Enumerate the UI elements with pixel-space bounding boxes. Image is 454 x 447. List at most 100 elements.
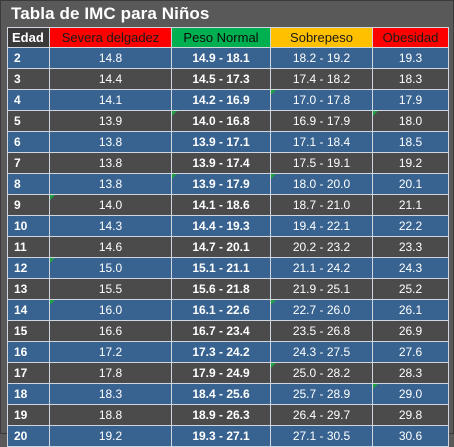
comment-marker-icon [172, 174, 177, 179]
obesity-cell: 21.1 [372, 194, 449, 216]
age-cell: 11 [7, 236, 50, 258]
table-row: 2 14.8 14.9 - 18.1 18.2 - 19.2 19.3 [7, 47, 449, 69]
severe-thinness-cell: 13.9 [49, 110, 172, 132]
normal-weight-cell: 14.7 - 20.1 [171, 236, 271, 258]
age-cell: 9 [7, 194, 50, 216]
normal-weight-cell: 14.9 - 18.1 [171, 47, 271, 69]
age-cell: 19 [7, 404, 50, 426]
overweight-cell: 26.4 - 29.7 [270, 404, 373, 426]
table-row: 11 14.6 14.7 - 20.1 20.2 - 23.2 23.3 [7, 236, 449, 258]
normal-weight-cell: 18.4 - 25.6 [171, 383, 271, 405]
severe-thinness-cell: 14.3 [49, 215, 172, 237]
overweight-cell: 22.7 - 26.0 [270, 299, 373, 321]
severe-thinness-cell: 18.8 [49, 404, 172, 426]
header-overweight: Sobrepeso [270, 27, 373, 48]
normal-weight-cell: 18.9 - 26.3 [171, 404, 271, 426]
age-cell: 15 [7, 320, 50, 342]
page-title: Tabla de IMC para Niños [11, 4, 210, 23]
severe-thinness-cell: 17.2 [49, 341, 172, 363]
header-row: Edad Severa delgadez Peso Normal Sobrepe… [7, 27, 449, 48]
overweight-cell: 17.1 - 18.4 [270, 131, 373, 153]
normal-weight-cell: 16.7 - 23.4 [171, 320, 271, 342]
age-cell: 4 [7, 89, 50, 111]
overweight-cell: 17.0 - 17.8 [270, 89, 373, 111]
obesity-cell: 29.8 [372, 404, 449, 426]
severe-thinness-cell: 14.1 [49, 89, 172, 111]
table-row: 15 16.6 16.7 - 23.4 23.5 - 26.8 26.9 [7, 320, 449, 342]
table-row: 14 16.0 16.1 - 22.6 22.7 - 26.0 26.1 [7, 299, 449, 321]
overweight-cell: 17.5 - 19.1 [270, 152, 373, 174]
overweight-cell: 20.2 - 23.2 [270, 236, 373, 258]
overweight-cell: 19.4 - 22.1 [270, 215, 373, 237]
severe-thinness-cell: 15.5 [49, 278, 172, 300]
comment-marker-icon [373, 111, 378, 116]
obesity-cell: 24.3 [372, 257, 449, 279]
age-cell: 18 [7, 383, 50, 405]
table-row: 8 13.8 13.9 - 17.9 18.0 - 20.0 20.1 [7, 173, 449, 195]
overweight-cell: 25.0 - 28.2 [270, 362, 373, 384]
normal-weight-cell: 14.4 - 19.3 [171, 215, 271, 237]
normal-weight-cell: 15.6 - 21.8 [171, 278, 271, 300]
table-row: 17 17.8 17.9 - 24.9 25.0 - 28.2 28.3 [7, 362, 449, 384]
comment-marker-icon [172, 111, 177, 116]
normal-weight-cell: 14.2 - 16.9 [171, 89, 271, 111]
comment-marker-icon [271, 300, 276, 305]
obesity-cell: 22.2 [372, 215, 449, 237]
age-cell: 12 [7, 257, 50, 279]
age-cell: 20 [7, 425, 50, 447]
normal-weight-cell: 16.1 - 22.6 [171, 299, 271, 321]
normal-weight-cell: 17.9 - 24.9 [171, 362, 271, 384]
severe-thinness-cell: 14.6 [49, 236, 172, 258]
table-row: 19 18.8 18.9 - 26.3 26.4 - 29.7 29.8 [7, 404, 449, 426]
overweight-cell: 27.1 - 30.5 [270, 425, 373, 447]
severe-thinness-cell: 13.8 [49, 173, 172, 195]
obesity-cell: 26.1 [372, 299, 449, 321]
severe-thinness-cell: 15.0 [49, 257, 172, 279]
table-row: 9 14.0 14.1 - 18.6 18.7 - 21.0 21.1 [7, 194, 449, 216]
severe-thinness-cell: 18.3 [49, 383, 172, 405]
table-row: 6 13.8 13.9 - 17.1 17.1 - 18.4 18.5 [7, 131, 449, 153]
obesity-cell: 18.5 [372, 131, 449, 153]
age-cell: 17 [7, 362, 50, 384]
comment-marker-icon [50, 195, 55, 200]
age-cell: 8 [7, 173, 50, 195]
overweight-cell: 25.7 - 28.9 [270, 383, 373, 405]
table-row: 5 13.9 14.0 - 16.8 16.9 - 17.9 18.0 [7, 110, 449, 132]
overweight-cell: 24.3 - 27.5 [270, 341, 373, 363]
comment-marker-icon [271, 174, 276, 179]
severe-thinness-cell: 16.6 [49, 320, 172, 342]
overweight-cell: 21.1 - 24.2 [270, 257, 373, 279]
severe-thinness-cell: 13.8 [49, 152, 172, 174]
age-cell: 7 [7, 152, 50, 174]
comment-marker-icon [271, 363, 276, 368]
overweight-cell: 17.4 - 18.2 [270, 68, 373, 90]
table-row: 13 15.5 15.6 - 21.8 21.9 - 25.1 25.2 [7, 278, 449, 300]
overweight-cell: 16.9 - 17.9 [270, 110, 373, 132]
age-cell: 6 [7, 131, 50, 153]
table-row: 18 18.3 18.4 - 25.6 25.7 - 28.9 29.0 [7, 383, 449, 405]
age-cell: 14 [7, 299, 50, 321]
age-cell: 10 [7, 215, 50, 237]
table-row: 3 14.4 14.5 - 17.3 17.4 - 18.2 18.3 [7, 68, 449, 90]
obesity-cell: 26.9 [372, 320, 449, 342]
normal-weight-cell: 17.3 - 24.2 [171, 341, 271, 363]
table-row: 4 14.1 14.2 - 16.9 17.0 - 17.8 17.9 [7, 89, 449, 111]
table-row: 16 17.2 17.3 - 24.2 24.3 - 27.5 27.6 [7, 341, 449, 363]
severe-thinness-cell: 14.4 [49, 68, 172, 90]
normal-weight-cell: 14.0 - 16.8 [171, 110, 271, 132]
overweight-cell: 18.7 - 21.0 [270, 194, 373, 216]
obesity-cell: 18.3 [372, 68, 449, 90]
table-row: 12 15.0 15.1 - 21.1 21.1 - 24.2 24.3 [7, 257, 449, 279]
table-row: 20 19.2 19.3 - 27.1 27.1 - 30.5 30.6 [7, 425, 449, 447]
overweight-cell: 18.2 - 19.2 [270, 47, 373, 69]
severe-thinness-cell: 14.0 [49, 194, 172, 216]
normal-weight-cell: 14.5 - 17.3 [171, 68, 271, 90]
header-normal-weight: Peso Normal [171, 27, 271, 48]
obesity-cell: 19.2 [372, 152, 449, 174]
normal-weight-cell: 13.9 - 17.1 [171, 131, 271, 153]
comment-marker-icon [373, 384, 378, 389]
comment-marker-icon [271, 90, 276, 95]
normal-weight-cell: 13.9 - 17.9 [171, 173, 271, 195]
obesity-cell: 30.6 [372, 425, 449, 447]
